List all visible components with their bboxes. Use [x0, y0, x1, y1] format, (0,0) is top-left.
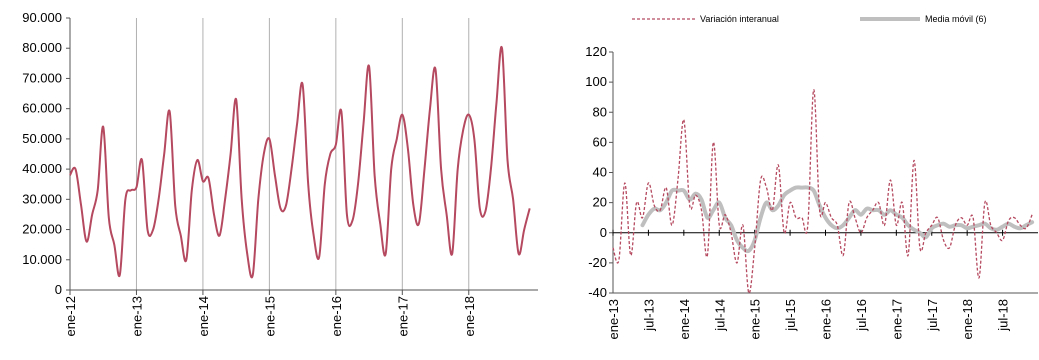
x-tick-label: jul-13 [641, 299, 656, 332]
y-tick-label: 40.000 [22, 161, 62, 176]
legend-ma-label: Media móvil (6) [925, 14, 987, 24]
y-tick-label: 80 [593, 104, 607, 119]
x-tick-label: ene-14 [677, 299, 692, 339]
y-tick-label: 70.000 [22, 70, 62, 85]
y-tick-label: 90.000 [22, 10, 62, 25]
x-tick-label: ene-17 [395, 296, 410, 336]
x-tick-label: ene-16 [329, 296, 344, 336]
moving-average-line [640, 185, 1035, 254]
x-tick-label: jul-16 [854, 299, 869, 332]
y-tick-label: 20.000 [22, 222, 62, 237]
y-tick-label: 10.000 [22, 252, 62, 267]
x-tick-label: ene-13 [606, 299, 621, 339]
x-tick-label: jul-18 [996, 299, 1011, 332]
legend-variation-label: Variación interanual [700, 14, 779, 24]
x-tick-label: ene-12 [63, 296, 78, 336]
monthly-count-line-chart: 0 10.000 20.000 30.000 40.000 50.000 60.000 70.… [22, 10, 538, 336]
x-tick-label: jul-17 [925, 299, 940, 332]
x-tick-label: ene-14 [196, 296, 211, 336]
x-tick-label: ene-16 [819, 299, 834, 339]
variation-line [612, 89, 1033, 294]
x-tick-label: ene-15 [748, 299, 763, 339]
x-tick-label: jul-15 [783, 299, 798, 332]
x-tick-label: ene-15 [262, 296, 277, 336]
series-line [69, 45, 531, 279]
x-tick-label: jul-14 [712, 299, 727, 332]
y-tick-label: 100 [585, 74, 607, 89]
y-tick-label: 50.000 [22, 131, 62, 146]
y-tick-label: 20 [593, 195, 607, 210]
x-tick-label: ene-13 [129, 296, 144, 336]
y-tick-label: 40 [593, 165, 607, 180]
y-tick-label: -40 [588, 285, 607, 300]
y-tick-label: 120 [585, 44, 607, 59]
y-tick-label: -20 [588, 255, 607, 270]
y-tick-label: 0 [600, 225, 607, 240]
x-tick-label: ene-18 [462, 296, 477, 336]
x-tick-label: ene-17 [889, 299, 904, 339]
y-tick-label: 80.000 [22, 40, 62, 55]
yoy-variation-line-chart: Variación interanual Media móvil (6) -40 -2… [585, 14, 1038, 339]
y-tick-label: 0 [55, 282, 62, 297]
y-tick-label: 60 [593, 134, 607, 149]
y-tick-label: 60.000 [22, 101, 62, 116]
y-tick-label: 30.000 [22, 191, 62, 206]
x-tick-label: ene-18 [960, 299, 975, 339]
